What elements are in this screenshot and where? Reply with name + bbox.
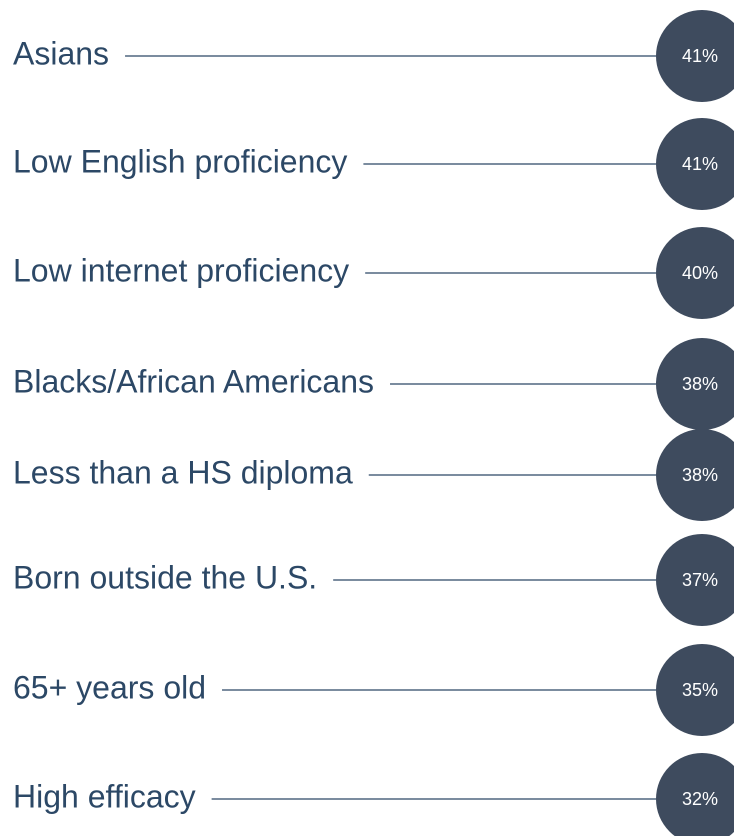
value-dot bbox=[656, 227, 734, 319]
value-dot bbox=[656, 118, 734, 210]
value-dot bbox=[656, 10, 734, 102]
value-label: 32% bbox=[682, 789, 718, 809]
category-label: 65+ years old bbox=[13, 669, 206, 705]
value-dot bbox=[656, 429, 734, 521]
value-dot bbox=[656, 338, 734, 430]
category-label: Born outside the U.S. bbox=[13, 559, 317, 595]
category-label: Asians bbox=[13, 35, 109, 71]
category-label: Less than a HS diploma bbox=[13, 454, 353, 490]
value-dot bbox=[656, 534, 734, 626]
category-label: Low English proficiency bbox=[13, 143, 347, 179]
category-label: High efficacy bbox=[13, 778, 196, 814]
value-label: 41% bbox=[682, 46, 718, 66]
value-label: 38% bbox=[682, 465, 718, 485]
value-label: 37% bbox=[682, 570, 718, 590]
value-label: 38% bbox=[682, 374, 718, 394]
value-label: 35% bbox=[682, 680, 718, 700]
value-dot bbox=[656, 753, 734, 836]
category-label: Low internet proficiency bbox=[13, 252, 349, 288]
category-label: Blacks/African Americans bbox=[13, 363, 374, 399]
value-label: 41% bbox=[682, 154, 718, 174]
value-dot bbox=[656, 644, 734, 736]
value-label: 40% bbox=[682, 263, 718, 283]
